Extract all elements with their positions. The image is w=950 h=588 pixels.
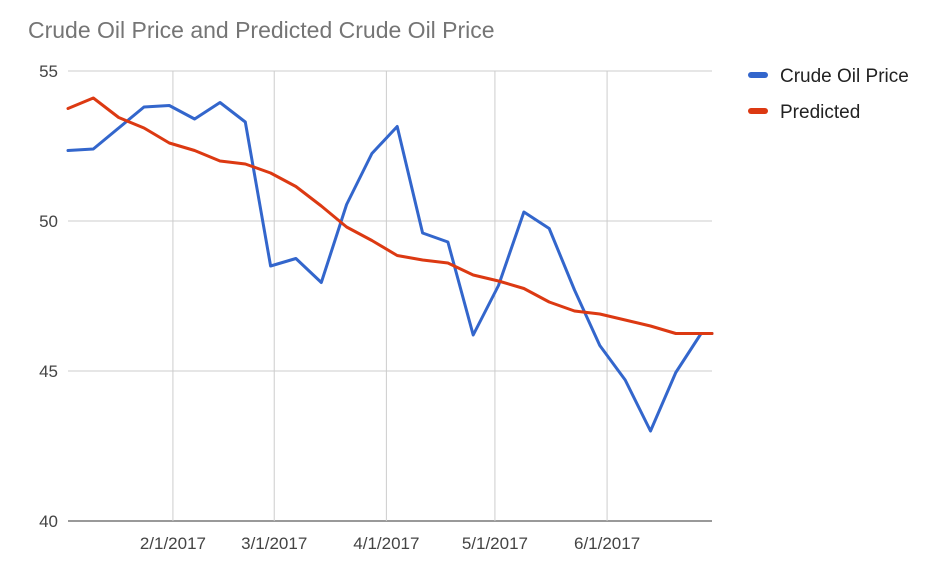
legend-swatch-1	[748, 72, 768, 78]
x-tick-label: 5/1/2017	[462, 534, 528, 553]
axis-labels: 40 45 50 55 2/1/2017 3/1/2017 4/1/2017 5/1/2017…	[39, 62, 640, 553]
gridlines	[68, 70, 712, 522]
legend-label-1: Crude Oil Price	[780, 66, 909, 87]
legend-label-2: Predicted	[780, 102, 860, 123]
x-tick-label: 6/1/2017	[574, 534, 640, 553]
x-tick-label: 2/1/2017	[140, 534, 206, 553]
legend: Crude Oil Price Predicted	[748, 66, 909, 123]
x-tick-label: 3/1/2017	[241, 534, 307, 553]
series-line-2	[66, 96, 714, 335]
series-lines	[66, 96, 714, 433]
x-tick-label: 4/1/2017	[353, 534, 419, 553]
legend-swatch-2	[748, 108, 768, 114]
y-tick-label: 50	[39, 212, 58, 231]
y-tick-label: 55	[39, 62, 58, 81]
series-line-1	[66, 101, 714, 433]
chart-title: Crude Oil Price and Predicted Crude Oil …	[28, 17, 495, 43]
y-tick-label: 40	[39, 512, 58, 531]
y-tick-label: 45	[39, 362, 58, 381]
